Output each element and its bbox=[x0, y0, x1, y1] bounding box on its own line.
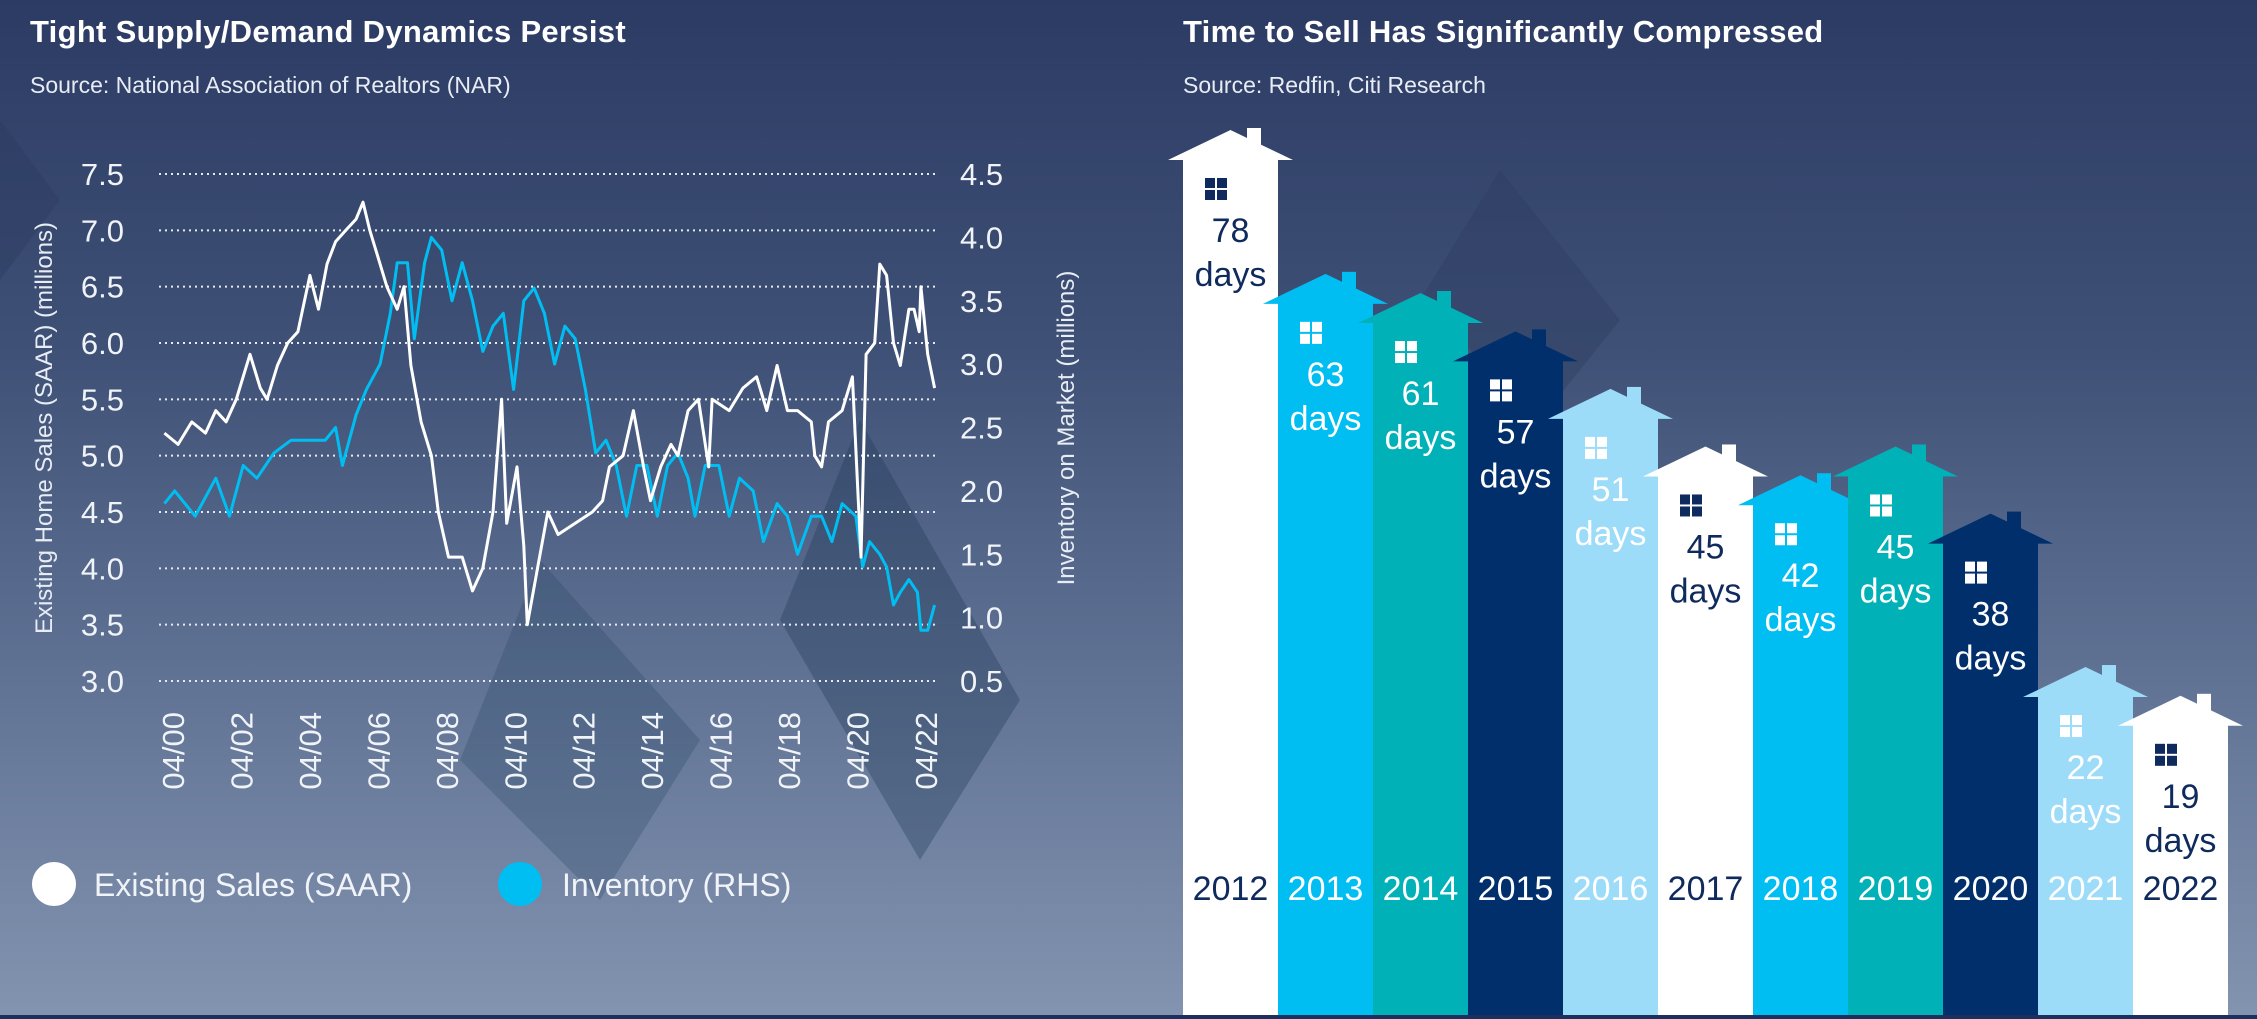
x-tick-label: 04/14 bbox=[635, 712, 670, 790]
right-chart-title: Time to Sell Has Significantly Compresse… bbox=[1183, 14, 1824, 49]
right-tick-label: 4.0 bbox=[960, 220, 1003, 255]
x-tick-label: 04/08 bbox=[430, 712, 465, 790]
right-tick-label: 2.0 bbox=[960, 474, 1003, 509]
existing-sales-line bbox=[163, 200, 937, 627]
x-tick-label: 04/04 bbox=[293, 712, 328, 790]
legend-swatch-existing-sales bbox=[32, 862, 76, 906]
left-tick-label: 6.5 bbox=[81, 270, 124, 305]
x-tick-label: 04/00 bbox=[156, 712, 191, 790]
left-tick-label: 6.0 bbox=[81, 326, 124, 361]
x-tick-label: 04/10 bbox=[498, 712, 533, 790]
left-tick-label: 5.0 bbox=[81, 439, 124, 474]
x-tick-label: 04/16 bbox=[704, 712, 739, 790]
x-tick-label: 04/06 bbox=[361, 712, 396, 790]
x-tick-label: 04/18 bbox=[772, 712, 807, 790]
right-tick-label: 4.5 bbox=[960, 157, 1003, 192]
left-tick-label: 4.5 bbox=[81, 495, 124, 530]
legend-swatch-inventory bbox=[498, 862, 542, 906]
legend-label-existing-sales: Existing Sales (SAAR) bbox=[94, 867, 412, 903]
left-chart-source: Source: National Association of Realtors… bbox=[30, 72, 511, 98]
line-chart: 7.5 7.0 6.5 6.0 5.5 5.0 4.5 4.0 3.5 3.0 4.5 4.0 3.5… bbox=[31, 157, 1080, 906]
right-tick-label: 0.5 bbox=[960, 664, 1003, 699]
left-tick-label: 3.5 bbox=[81, 608, 124, 643]
x-tick-label: 04/22 bbox=[909, 712, 944, 790]
legend: Existing Sales (SAAR) Inventory (RHS) bbox=[32, 862, 791, 906]
right-tick-label: 3.5 bbox=[960, 284, 1003, 319]
right-tick-label: 1.0 bbox=[960, 601, 1003, 636]
left-tick-label: 4.0 bbox=[81, 551, 124, 586]
left-tick-label: 3.0 bbox=[81, 664, 124, 699]
left-chart-title: Tight Supply/Demand Dynamics Persist bbox=[30, 14, 626, 49]
left-tick-label: 7.5 bbox=[81, 157, 124, 192]
right-tick-label: 1.5 bbox=[960, 537, 1003, 572]
left-tick-label: 5.5 bbox=[81, 382, 124, 417]
right-tick-label: 2.5 bbox=[960, 411, 1003, 446]
bottom-divider bbox=[0, 1015, 2257, 1019]
x-tick-label: 04/02 bbox=[224, 712, 259, 790]
left-tick-label: 7.0 bbox=[81, 213, 124, 248]
left-axis-title: Existing Home Sales (SAAR) (millions) bbox=[31, 222, 58, 634]
x-tick-label: 04/12 bbox=[567, 712, 602, 790]
x-tick-label: 04/20 bbox=[841, 712, 876, 790]
inventory-line bbox=[163, 235, 937, 632]
right-chart-source: Source: Redfin, Citi Research bbox=[1183, 72, 1486, 98]
right-axis-title: Inventory on Market (millions) bbox=[1053, 271, 1080, 586]
right-tick-label: 3.0 bbox=[960, 347, 1003, 382]
legend-label-inventory: Inventory (RHS) bbox=[562, 867, 791, 903]
